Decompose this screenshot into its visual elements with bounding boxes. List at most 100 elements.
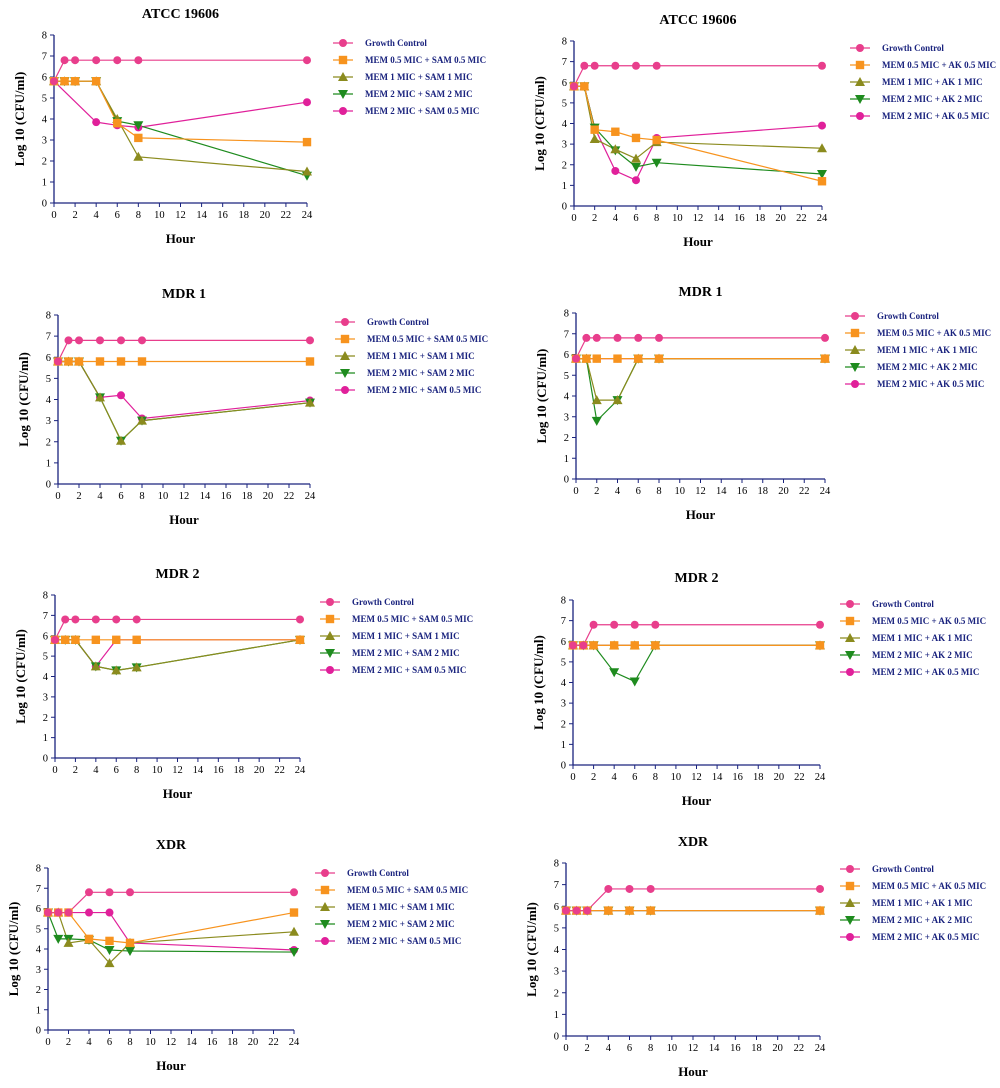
y-tick-label: 8 — [36, 864, 41, 875]
data-point — [289, 908, 299, 917]
series-line — [48, 911, 295, 951]
data-point — [60, 56, 69, 65]
data-point — [132, 635, 141, 645]
y-tick-label: 8 — [562, 37, 567, 48]
data-point — [610, 620, 619, 629]
legend-label: Growth Control — [882, 43, 944, 53]
data-point — [589, 133, 600, 143]
y-tick-label: 3 — [554, 967, 559, 978]
chart-title: MDR 2 — [156, 567, 200, 582]
x-tick-label: 12 — [172, 765, 183, 776]
data-point — [632, 61, 640, 70]
series-line — [54, 80, 308, 173]
legend-label: MEM 1 MIC + SAM 1 MIC — [365, 72, 473, 82]
x-tick-label: 18 — [227, 1037, 238, 1048]
x-tick-label: 16 — [221, 491, 232, 502]
data-point — [654, 354, 664, 363]
y-tick-label: 8 — [561, 596, 566, 607]
data-point — [95, 357, 105, 366]
legend-label: MEM 2 MIC + SAM 2 MIC — [347, 919, 455, 929]
x-tick-label: 20 — [772, 1043, 783, 1054]
data-point — [306, 336, 314, 345]
x-tick-label: 6 — [114, 765, 119, 776]
y-tick-label: 1 — [562, 181, 567, 192]
legend-label: MEM 1 MIC + SAM 1 MIC — [352, 631, 460, 641]
legend-marker — [845, 651, 855, 660]
y-tick-label: 6 — [564, 350, 569, 361]
y-tick-label: 7 — [561, 616, 566, 627]
x-tick-label: 14 — [200, 491, 211, 502]
legend-label: MEM 0.5 MIC + SAM 0.5 MIC — [365, 55, 486, 65]
y-tick-label: 2 — [564, 433, 569, 444]
data-point — [816, 620, 824, 629]
x-tick-label: 14 — [196, 210, 207, 221]
x-tick-label: 0 — [563, 1043, 568, 1054]
x-tick-label: 10 — [154, 210, 165, 221]
y-tick-label: 2 — [43, 713, 48, 724]
data-point — [590, 61, 599, 70]
data-point — [117, 391, 125, 400]
y-tick-label: 5 — [36, 924, 41, 935]
data-point — [289, 926, 299, 936]
legend-marker — [845, 633, 855, 642]
chart-legend: Growth Control MEM 0.5 MIC + AK 0.5 MIC ME… — [840, 864, 986, 942]
series-line — [576, 358, 825, 423]
x-tick-label: 6 — [107, 1037, 112, 1048]
data-point — [589, 641, 598, 650]
x-tick-label: 2 — [591, 772, 596, 783]
series-line — [48, 891, 294, 914]
data-point — [125, 947, 135, 957]
legend-label: MEM 2 MIC + AK 2 MIC — [882, 94, 983, 104]
chart-legend: Growth Control MEM 0.5 MIC + AK 0.5 MIC ME… — [840, 599, 986, 677]
x-tick-label: 22 — [799, 486, 810, 497]
y-tick-label: 6 — [42, 73, 47, 84]
legend-label: MEM 2 MIC + AK 0.5 MIC — [872, 932, 979, 942]
x-tick-label: 20 — [263, 491, 274, 502]
x-tick-label: 24 — [820, 486, 831, 497]
legend-marker — [851, 312, 859, 320]
data-point — [651, 641, 660, 650]
data-point — [589, 620, 598, 629]
data-point — [53, 934, 64, 944]
legend-label: MEM 0.5 MIC + AK 0.5 MIC — [872, 881, 986, 891]
data-point — [138, 336, 146, 345]
data-point — [303, 56, 311, 65]
data-point — [74, 357, 84, 366]
x-tick-label: 22 — [284, 491, 295, 502]
x-tick-label: 0 — [55, 491, 60, 502]
data-point — [592, 354, 601, 363]
y-tick-label: 8 — [564, 309, 569, 320]
legend-marker — [338, 90, 348, 99]
data-point — [582, 333, 591, 342]
legend-label: MEM 2 MIC + SAM 2 MIC — [367, 368, 475, 378]
y-tick-label: 2 — [561, 719, 566, 730]
data-point — [305, 397, 315, 407]
data-point — [817, 143, 827, 153]
y-tick-label: 7 — [562, 57, 567, 68]
x-tick-label: 4 — [606, 1043, 612, 1054]
x-tick-label: 6 — [627, 1043, 632, 1054]
legend-marker — [850, 345, 860, 354]
x-tick-label: 12 — [179, 491, 190, 502]
data-point — [609, 641, 619, 650]
y-tick-label: 7 — [36, 884, 41, 895]
legend-label: Growth Control — [352, 597, 414, 607]
data-point — [591, 395, 602, 405]
x-tick-label: 2 — [594, 486, 599, 497]
legend-marker — [845, 881, 855, 891]
data-point — [133, 121, 144, 131]
data-point — [591, 416, 602, 426]
data-point — [652, 135, 661, 145]
data-point — [117, 336, 125, 345]
data-point — [631, 162, 641, 172]
legend-marker — [850, 328, 860, 338]
data-point — [61, 615, 70, 624]
y-tick-label: 1 — [36, 1005, 41, 1016]
x-tick-label: 14 — [716, 486, 727, 497]
x-axis-label: Hour — [156, 1058, 186, 1073]
y-axis-label: Log 10 (CFU/ml) — [13, 629, 28, 724]
